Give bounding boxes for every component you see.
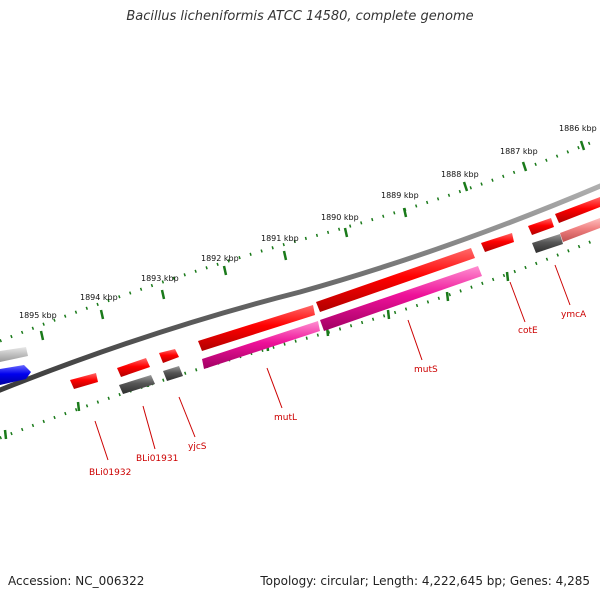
gene-label-bli01932: BLi01932 [89,468,131,478]
gene-label-yjcs: yjcS [188,442,207,452]
topology-label: Topology: circular; Length: 4,222,645 bp… [260,574,590,588]
kbp-label: 1886 kbp [559,124,597,133]
gene-feature [528,218,554,235]
major-ticks [39,140,586,341]
gene-feature [0,365,31,385]
gene-feature [560,218,600,242]
kbp-label: 1887 kbp [500,147,538,156]
gene-feature [555,197,600,223]
kbp-label: 1892 kbp [201,254,239,263]
gene-feature [70,373,98,389]
kbp-label: 1894 kbp [80,293,118,302]
gene-feature [202,321,320,369]
gene-label-ymca: ymcA [561,310,587,320]
gene-feature [159,349,179,363]
gene-feature [320,266,482,331]
genome-backbone [0,183,600,393]
gene-feature [0,347,28,362]
kbp-label: 1895 kbp [19,311,57,320]
forward-strand-genes [0,197,600,389]
gene-feature [316,248,475,312]
inner-tick-ring [0,238,596,440]
gene-label-bli01931: BLi01931 [136,454,178,464]
gene-feature [198,305,315,351]
reverse-strand-genes [119,218,600,394]
gene-feature [481,233,514,252]
kbp-label: 1891 kbp [261,234,299,243]
gene-labels: ymcA cotE mutS mutL yjcS BLi01931 BLi019… [89,310,587,478]
accession-label: Accession: NC_006322 [8,574,145,588]
kbp-label: 1890 kbp [321,213,359,222]
gene-feature [117,358,150,377]
kbp-label: 1889 kbp [381,191,419,200]
map-title: Bacillus licheniformis ATCC 14580, compl… [126,9,474,24]
gene-feature [163,366,183,381]
gene-feature [119,375,155,394]
kbp-label: 1888 kbp [441,170,479,179]
kbp-label: 1893 kbp [141,274,179,283]
gene-label-muts: mutS [414,365,438,375]
gene-label-mutl: mutL [274,413,297,423]
kbp-labels: 1886 kbp 1887 kbp 1888 kbp 1889 kbp 1890… [19,124,597,320]
gene-label-cote: cotE [518,326,538,336]
gene-feature [532,234,563,253]
gene-label-leaders [94,264,571,461]
